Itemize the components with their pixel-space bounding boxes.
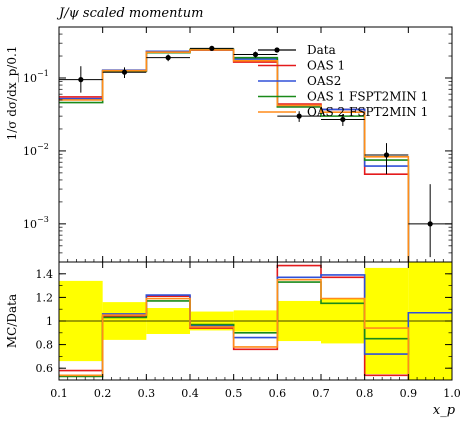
y-tick-exponent-top: −1 [37,69,49,78]
y-axis-label-bottom: MC/Data [5,294,19,348]
x-axis-label: x_p [433,403,456,418]
y-tick-label-bottom: 0.6 [36,362,54,375]
data-point [340,116,346,123]
legend-label: OAS 1 [307,59,345,73]
legend-entry: OAS 1 FSPT2MIN 1 [258,90,428,104]
x-tick-label: 0.8 [356,387,374,400]
legend-entry-data: Data [258,43,336,57]
legend-label: OAS2 [307,74,341,88]
x-tick-label: 0.1 [50,387,68,400]
legend-entry: OAS 1 [258,59,345,73]
y-tick-label-bottom: 1 [46,315,53,328]
series-line-top [59,49,410,262]
series-line-ratio [59,278,410,380]
series-line-ratio [59,264,410,380]
y-tick-label-top: 10 [23,145,37,158]
legend-label: OAS 2 FSPT2MIN 1 [307,105,428,119]
data-point [252,51,259,58]
y-tick-label-top: 10 [23,218,37,231]
data-point [296,113,302,119]
series-line-ratio [59,281,410,380]
x-tick-label: 0.2 [94,387,112,400]
data-point [165,55,171,61]
series-line-ratio [59,274,452,377]
x-tick-label: 0.4 [181,387,199,400]
x-tick-label: 1.0 [443,387,461,400]
x-tick-label: 0.6 [269,387,287,400]
y-tick-label-bottom: 1.4 [36,268,54,281]
x-tick-label: 0.5 [225,387,243,400]
x-tick-label: 0.7 [312,387,330,400]
y-tick-label-bottom: 1.2 [36,291,54,304]
data-point [78,77,84,83]
x-tick-label: 0.3 [138,387,156,400]
y-tick-exponent-top: −3 [37,215,49,224]
legend-label: Data [307,43,336,57]
data-point [427,221,433,227]
y-axis-label-top: 1/σ dσ/dx_p/0.1 [5,46,19,141]
legend-label: OAS 1 FSPT2MIN 1 [307,90,428,104]
legend-entry: OAS 2 FSPT2MIN 1 [258,105,428,119]
legend-entry: OAS2 [258,74,341,88]
chart-title: J/ψ scaled momentum [56,6,203,21]
data-point [383,152,390,158]
y-tick-exponent-top: −2 [37,142,49,151]
y-tick-label-top: 10 [23,72,37,85]
data-point [121,69,128,75]
y-tick-label-bottom: 0.8 [36,339,54,352]
legend-marker-data-point [274,47,280,53]
x-tick-label: 0.9 [400,387,418,400]
data-point [209,45,215,51]
